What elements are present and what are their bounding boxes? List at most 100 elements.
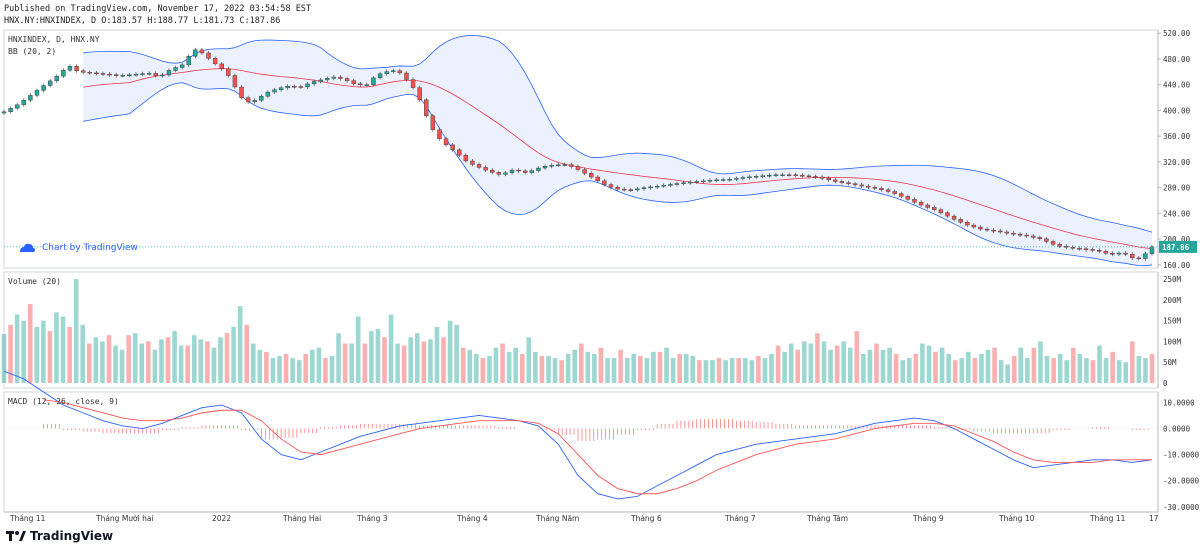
volume-bar xyxy=(474,353,479,383)
candle xyxy=(219,63,224,69)
candle xyxy=(1037,237,1043,240)
volume-bar xyxy=(86,343,92,383)
volume-bar xyxy=(80,324,86,383)
macd-tick-label: -30.0000 xyxy=(1163,503,1200,512)
y-tick-label: 480.00 xyxy=(1163,55,1191,64)
volume-bar xyxy=(382,337,387,383)
volume-bar xyxy=(290,358,295,383)
candle xyxy=(945,212,950,217)
volume-bar xyxy=(618,349,623,383)
volume-bar xyxy=(585,351,591,383)
candle xyxy=(786,174,792,176)
x-tick-label: Tháng 11 xyxy=(9,514,46,523)
candle xyxy=(424,99,429,116)
volume-bar xyxy=(401,345,407,383)
x-tick-label: Tháng 7 xyxy=(724,514,756,523)
candle xyxy=(476,164,482,168)
candle xyxy=(536,167,541,171)
candle xyxy=(377,73,383,79)
candle xyxy=(160,74,165,77)
volume-bar xyxy=(329,356,335,383)
volume-bar xyxy=(500,343,505,383)
candle xyxy=(226,68,231,76)
volume-bar xyxy=(979,353,984,383)
volume-bar xyxy=(224,333,230,383)
volume-bar xyxy=(303,353,309,383)
volume-bar xyxy=(1090,360,1096,383)
volume-bar xyxy=(788,343,794,383)
volume-bar xyxy=(54,312,59,383)
candle xyxy=(806,175,812,178)
candle xyxy=(582,169,587,174)
volume-bar xyxy=(893,353,899,383)
candle xyxy=(305,83,310,88)
volume-bar xyxy=(34,326,40,383)
candle xyxy=(41,85,46,91)
x-tick-label: 17 xyxy=(1149,514,1159,523)
candle xyxy=(61,70,66,77)
volume-bar xyxy=(651,351,656,383)
volume-bar xyxy=(1025,358,1030,383)
volume-bar xyxy=(697,360,702,383)
candle xyxy=(641,187,647,190)
candle xyxy=(951,215,957,220)
candle xyxy=(556,164,561,167)
candle xyxy=(714,179,719,182)
volume-bar xyxy=(762,358,768,383)
candle xyxy=(47,80,53,86)
tradingview-logo[interactable]: TradingView xyxy=(6,529,113,543)
volume-bar xyxy=(841,341,846,383)
volume-bar xyxy=(270,358,276,383)
volume-bar xyxy=(828,349,833,383)
volume-bar xyxy=(657,351,663,383)
candle xyxy=(747,176,752,179)
macd-line xyxy=(3,370,1153,500)
candle xyxy=(866,185,871,188)
candle xyxy=(727,179,732,181)
x-tick-label: Tháng 3 xyxy=(356,514,388,523)
candle xyxy=(166,70,172,76)
volume-bar xyxy=(205,341,210,383)
volume-bar xyxy=(565,353,571,383)
candle xyxy=(193,49,198,57)
volume-bar xyxy=(1011,356,1017,383)
candle xyxy=(146,73,152,75)
volume-bar xyxy=(14,314,20,383)
volume-bar xyxy=(513,347,518,383)
candle xyxy=(740,177,746,179)
volume-bar xyxy=(939,347,945,383)
candle xyxy=(21,100,26,106)
volume-bar xyxy=(887,347,892,383)
volume-bar xyxy=(250,343,256,383)
y-tick-label: 360.00 xyxy=(1163,132,1191,141)
candle xyxy=(28,95,33,101)
candle xyxy=(846,182,851,184)
candle xyxy=(615,187,620,190)
candle xyxy=(397,70,403,74)
volume-bar xyxy=(992,347,997,383)
volume-bar xyxy=(355,316,361,383)
candle xyxy=(404,72,409,80)
candle xyxy=(588,173,594,178)
x-tick-label: Tháng Mười hai xyxy=(95,514,154,523)
candle xyxy=(925,204,930,208)
candle xyxy=(1116,252,1122,255)
candle xyxy=(753,176,759,178)
volume-bar xyxy=(1136,356,1142,383)
candle xyxy=(826,177,831,181)
candle xyxy=(245,97,251,103)
volume-bar xyxy=(159,339,164,383)
volume-bar xyxy=(106,335,112,383)
volume-tick-label: 150M xyxy=(1163,317,1182,326)
candle xyxy=(1031,235,1036,238)
candle xyxy=(259,96,264,101)
candle xyxy=(932,207,937,210)
volume-bar xyxy=(408,337,414,383)
macd-tick-label: 10.0000 xyxy=(1163,398,1195,407)
volume-bar xyxy=(100,341,105,383)
candle xyxy=(338,76,343,79)
volume-bar xyxy=(487,356,492,383)
chart-canvas[interactable]: 520.00 480.00 440.00 400.00 360.00 320.00 280.… xyxy=(0,0,1200,526)
candle xyxy=(912,199,917,203)
chart-by-tradingview[interactable]: Chart by TradingView xyxy=(18,242,138,254)
